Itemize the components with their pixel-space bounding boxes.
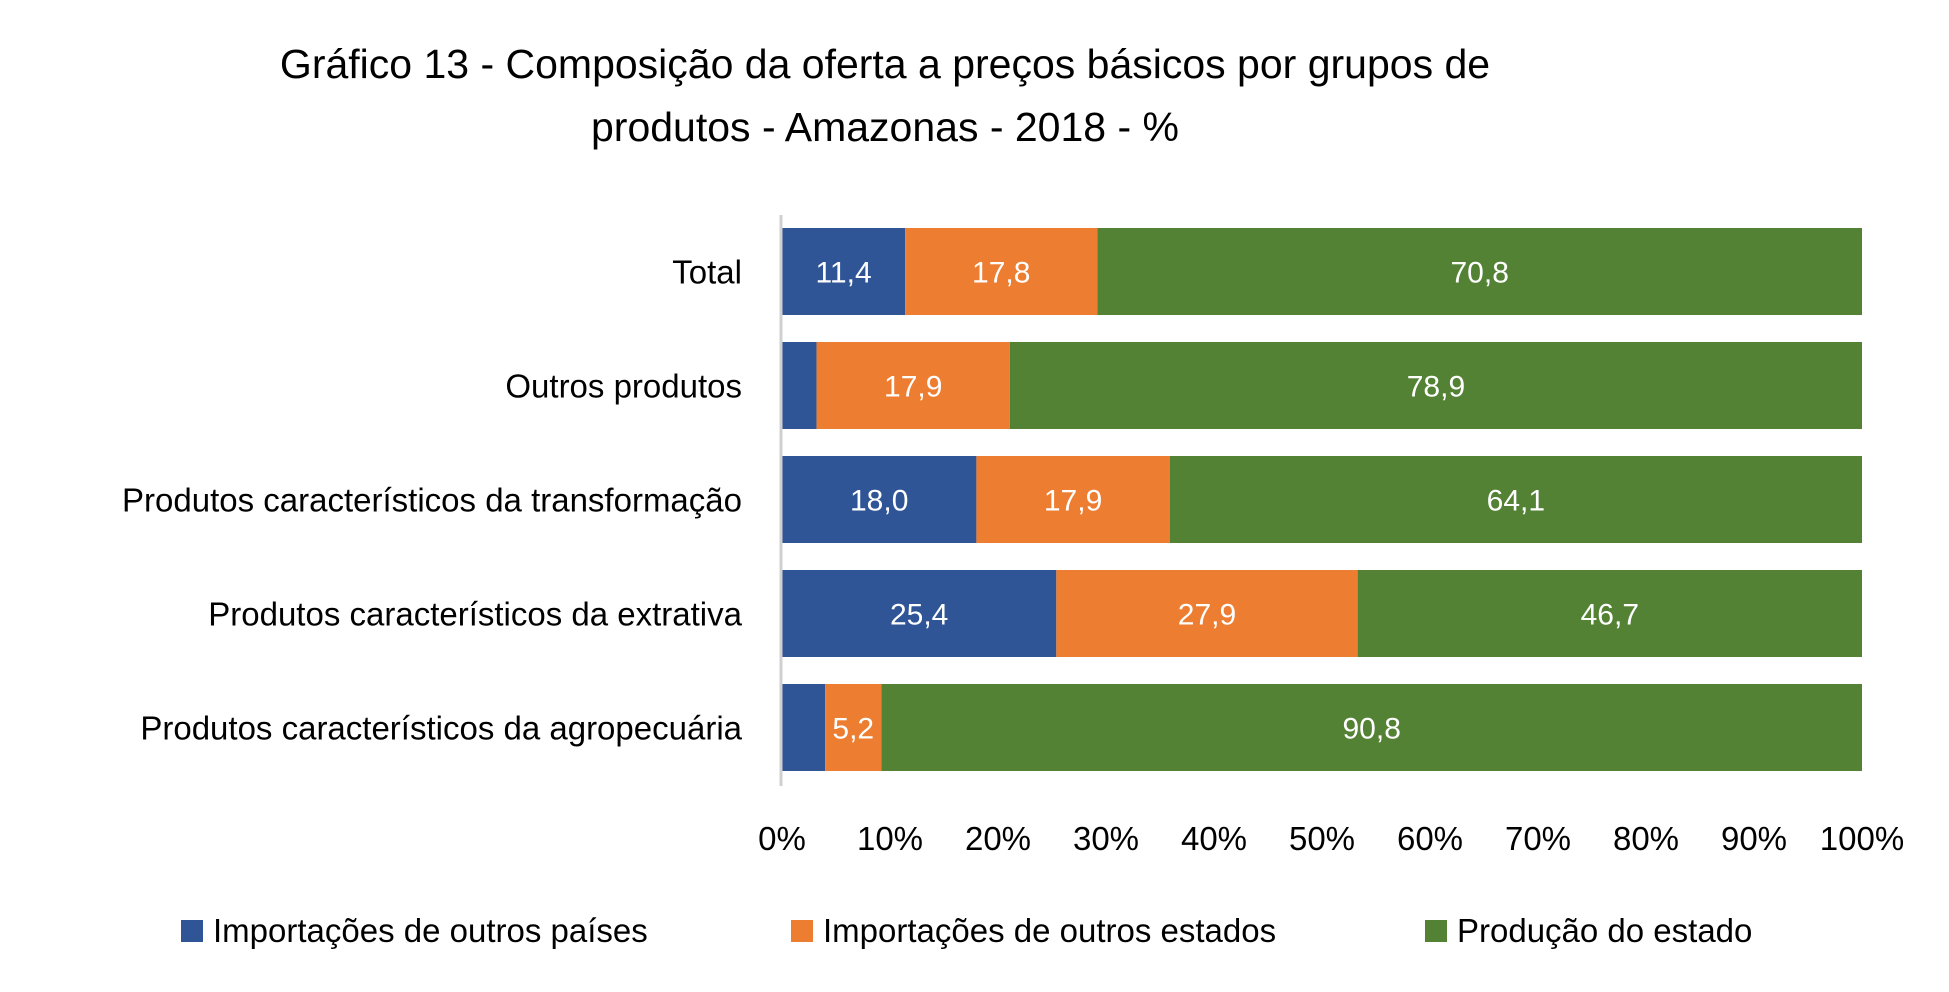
legend-swatch: [1425, 920, 1447, 942]
data-label: 78,9: [1407, 371, 1465, 404]
bar-segment: [1056, 570, 1358, 657]
data-label: 17,9: [884, 371, 942, 404]
x-tick-label: 20%: [965, 820, 1031, 857]
bar-segment: [1357, 570, 1862, 657]
category-label: Produtos característicos da extrativa: [208, 596, 742, 633]
bar-segment: [782, 342, 817, 429]
bar-segment: [905, 228, 1098, 315]
data-label: 64,1: [1487, 485, 1545, 518]
x-tick-label: 70%: [1505, 820, 1571, 857]
legend-label: Importações de outros países: [213, 912, 648, 949]
x-tick-label: 100%: [1820, 820, 1904, 857]
data-label: 46,7: [1581, 599, 1639, 632]
bar-segment: [976, 456, 1170, 543]
category-label: Total: [672, 254, 742, 291]
legend-swatch: [791, 920, 813, 942]
data-label: 17,9: [1044, 485, 1102, 518]
x-tick-label: 90%: [1721, 820, 1787, 857]
bar-segment: [1097, 228, 1862, 315]
x-tick-label: 80%: [1613, 820, 1679, 857]
data-label: 25,4: [890, 599, 948, 632]
chart-title-line-1: Gráfico 13 - Composição da oferta a preç…: [279, 41, 1491, 87]
x-tick-label: 60%: [1397, 820, 1463, 857]
data-label: 5,2: [832, 713, 874, 746]
x-tick-label: 50%: [1289, 820, 1355, 857]
legend-item: Importações de outros estados: [791, 912, 1276, 950]
category-label: Produtos característicos da transformaçã…: [122, 482, 742, 519]
bar-segment: [825, 684, 882, 771]
data-label: 90,8: [1342, 713, 1400, 746]
x-tick-label: 40%: [1181, 820, 1247, 857]
bar-segment: [1009, 342, 1862, 429]
data-label: 70,8: [1450, 257, 1508, 290]
legend-label: Produção do estado: [1457, 912, 1753, 949]
bar-segment: [782, 684, 826, 771]
chart-title-line-2: produtos - Amazonas - 2018 - %: [591, 104, 1179, 150]
bar-segment: [782, 228, 906, 315]
x-tick-label: 30%: [1073, 820, 1139, 857]
bar-segment: [881, 684, 1862, 771]
data-label: 18,0: [850, 485, 908, 518]
legend-item: Produção do estado: [1425, 912, 1752, 950]
x-tick-label: 0%: [758, 820, 806, 857]
bar-segment: [782, 570, 1057, 657]
category-label: Produtos característicos da agropecuária: [140, 710, 742, 747]
legend-label: Importações de outros estados: [823, 912, 1277, 949]
bar-segment: [1169, 456, 1862, 543]
data-label: 27,9: [1178, 599, 1236, 632]
category-label: Outros produtos: [505, 368, 742, 405]
x-tick-label: 10%: [857, 820, 923, 857]
legend-swatch: [181, 920, 203, 942]
bar-segment: [782, 456, 977, 543]
legend-item: Importações de outros países: [181, 912, 648, 950]
bar-segment: [816, 342, 1010, 429]
data-label: 17,8: [972, 257, 1030, 290]
data-label: 11,4: [815, 257, 871, 290]
